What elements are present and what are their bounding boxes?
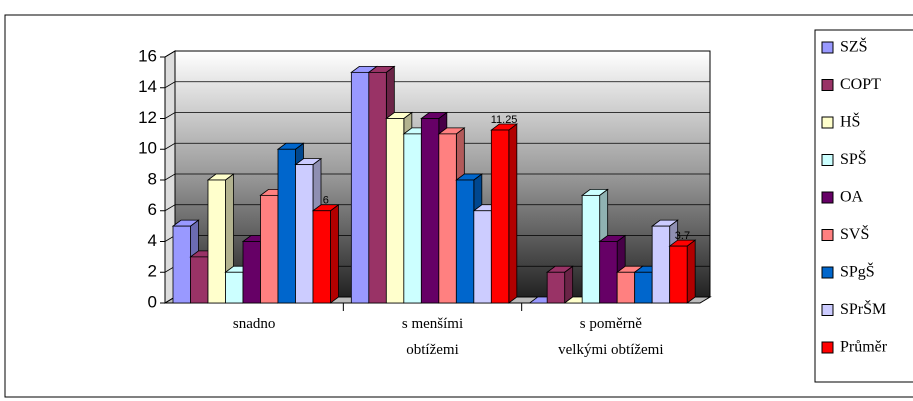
grid-line [164, 173, 710, 181]
x-tick-label: snadno [232, 316, 276, 332]
bar [172, 225, 191, 304]
legend-swatch [821, 266, 834, 279]
y-tick-label: 4 [148, 231, 157, 250]
value-label: 3.7 [675, 230, 690, 242]
bar [455, 179, 475, 304]
bar [473, 210, 492, 304]
legend-swatch [821, 116, 834, 129]
legend-label: HŠ [840, 112, 860, 131]
y-tick-label: 10 [138, 139, 157, 158]
bar [312, 210, 331, 304]
grid-line [164, 204, 710, 212]
bar [403, 133, 422, 304]
legend-label: Průměr [840, 339, 888, 356]
bar [260, 194, 279, 304]
grid-line [164, 142, 710, 150]
bar [669, 245, 688, 304]
legend-label: OA [840, 189, 864, 206]
y-tick-label: 8 [148, 169, 157, 188]
y-tick-label: 12 [138, 108, 157, 127]
legend-swatch [821, 304, 834, 316]
legend-swatch [821, 154, 834, 166]
bar [295, 164, 314, 304]
bar [581, 194, 601, 304]
grid-line [164, 81, 710, 89]
bar-side [686, 239, 696, 304]
bar [490, 129, 510, 304]
value-label: 11.25 [491, 114, 518, 126]
legend-label: SVŠ [840, 224, 869, 243]
bar [190, 256, 209, 304]
legend-label: SZŠ [840, 37, 868, 56]
grid-line [164, 112, 710, 119]
y-tick-label: 6 [148, 200, 157, 219]
x-tick-label: s menšími obtížemi [401, 316, 464, 358]
bar [225, 271, 244, 304]
bar [651, 225, 671, 304]
legend-label: SPŠ [840, 149, 867, 168]
legend-swatch [821, 191, 834, 204]
bar [420, 118, 440, 304]
bar [438, 133, 457, 304]
frame [4, 14, 913, 398]
legend-label: COPT [840, 76, 881, 93]
legend-swatch [821, 341, 834, 354]
bar [634, 271, 653, 304]
y-tick-label: 2 [148, 262, 157, 281]
bar [350, 71, 370, 304]
bar [277, 148, 296, 304]
legend-label: SPrŠM [840, 299, 886, 318]
y-tick-label: 0 [148, 292, 157, 311]
value-label: 6 [323, 195, 329, 207]
bar [207, 179, 226, 304]
bar-side [508, 123, 518, 304]
bar [546, 271, 566, 304]
grid-line [164, 50, 710, 58]
y-tick-label: 16 [138, 46, 157, 65]
bar [385, 118, 405, 304]
bar [242, 241, 261, 304]
bar [368, 71, 387, 304]
legend-swatch [821, 79, 834, 91]
y-tick-label: 14 [138, 77, 157, 96]
x-tick-label: s poměrně velkými obtížemi [558, 316, 664, 358]
legend-swatch [821, 41, 834, 54]
bar-side [330, 203, 339, 304]
bar [616, 271, 636, 304]
legend-label: SPgŠ [840, 262, 875, 281]
legend-swatch [821, 229, 834, 241]
bar [599, 241, 618, 304]
